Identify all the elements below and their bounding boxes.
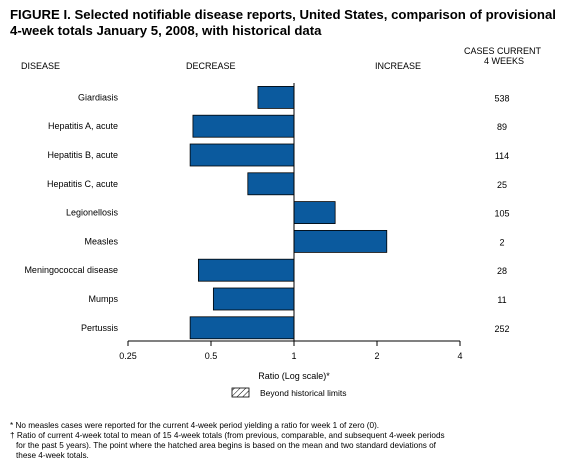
bar xyxy=(189,316,295,340)
category-label: Mumps xyxy=(88,294,118,304)
cases-value: 252 xyxy=(494,324,509,334)
footnote-3: for the past 5 years). The point where t… xyxy=(16,441,436,450)
header-increase: INCREASE xyxy=(375,61,422,71)
category-label: Legionellosis xyxy=(66,208,119,218)
x-tick-label: 0.5 xyxy=(205,351,218,361)
x-tick-label: 0.25 xyxy=(119,351,137,361)
cases-value: 538 xyxy=(494,93,509,103)
x-tick-label: 1 xyxy=(291,351,296,361)
bar xyxy=(293,201,336,225)
bar xyxy=(257,86,295,109)
category-label: Pertussis xyxy=(81,323,119,333)
x-tick-label: 4 xyxy=(457,351,462,361)
bar xyxy=(212,287,295,311)
cases-value: 11 xyxy=(497,295,506,305)
category-label: Hepatitis B, acute xyxy=(47,150,118,160)
x-tick-label: 2 xyxy=(374,351,379,361)
category-label: Hepatitis C, acute xyxy=(47,179,118,189)
header-cases-line2: 4 WEEKS xyxy=(484,56,525,66)
bar xyxy=(189,143,295,167)
footnote-2: † Ratio of current 4-week total to mean … xyxy=(10,431,445,440)
cases-value: 89 xyxy=(497,122,507,132)
header-disease: DISEASE xyxy=(21,61,61,71)
header-decrease: DECREASE xyxy=(186,61,236,71)
category-label: Measles xyxy=(84,236,118,246)
x-axis-title: Ratio (Log scale)* xyxy=(258,371,330,381)
cases-value: 105 xyxy=(494,209,509,219)
legend-hatch-swatch xyxy=(231,387,250,398)
bar xyxy=(197,258,295,282)
category-label: Hepatitis A, acute xyxy=(48,121,118,131)
bar xyxy=(247,172,295,196)
category-label: Giardiasis xyxy=(78,92,119,102)
bar xyxy=(192,114,295,138)
cases-value: 114 xyxy=(495,151,509,161)
bar xyxy=(293,229,388,253)
cases-value: 2 xyxy=(499,237,504,247)
category-label: Meningococcal disease xyxy=(24,265,118,275)
cases-value: 25 xyxy=(497,180,507,190)
footnote-1: * No measles cases were reported for the… xyxy=(10,421,380,430)
footnote-4: these 4-week totals. xyxy=(16,451,89,460)
figure-title: FIGURE I. Selected notifiable disease re… xyxy=(10,7,556,38)
header-cases-line1: CASES CURRENT xyxy=(464,46,542,56)
cases-value: 28 xyxy=(497,266,507,276)
legend-label: Beyond historical limits xyxy=(260,388,346,398)
